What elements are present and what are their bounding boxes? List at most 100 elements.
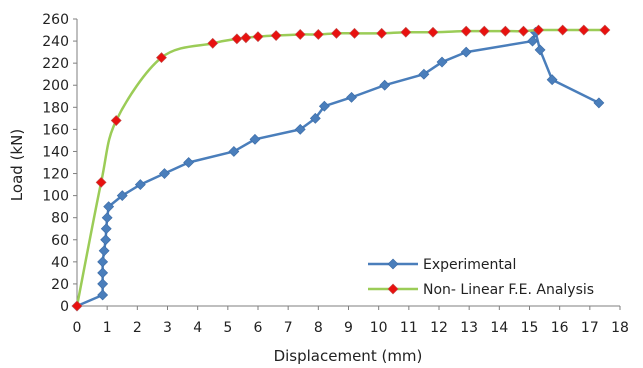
x-tick-label: 3 xyxy=(163,320,172,336)
y-tick-label: 100 xyxy=(42,189,69,205)
y-tick-label: 240 xyxy=(42,34,69,50)
y-tick-label: 160 xyxy=(42,122,69,138)
x-tick-label: 12 xyxy=(430,320,448,336)
x-tick-label: 4 xyxy=(193,320,202,336)
data-point-marker xyxy=(418,68,430,80)
data-point-marker xyxy=(134,179,146,191)
data-point-marker xyxy=(270,30,282,41)
data-point-marker xyxy=(207,37,219,49)
data-point-marker xyxy=(427,26,439,38)
data-point-marker xyxy=(294,123,306,135)
data-point-marker xyxy=(460,25,472,37)
series-fe-analysis xyxy=(71,24,611,312)
series-experimental xyxy=(71,26,605,312)
y-tick-label: 220 xyxy=(42,56,69,72)
data-point-marker xyxy=(252,31,264,43)
y-axis-title: Load (kN) xyxy=(8,129,26,201)
legend-item: Non- Linear F.E. Analysis xyxy=(368,282,594,298)
data-point-marker xyxy=(101,212,113,224)
data-point-marker xyxy=(183,157,195,168)
x-tick-label: 7 xyxy=(284,320,293,336)
x-axis-title: Displacement (mm) xyxy=(274,347,423,365)
data-point-marker xyxy=(436,56,448,68)
x-tick-label: 0 xyxy=(73,320,82,336)
data-point-marker xyxy=(294,29,306,40)
y-tick-label: 60 xyxy=(51,233,69,249)
series-group xyxy=(71,24,611,312)
data-point-marker xyxy=(557,24,569,36)
legend-label: Non- Linear F.E. Analysis xyxy=(423,282,594,298)
data-point-marker xyxy=(593,97,605,109)
data-point-marker xyxy=(578,24,590,36)
data-point-marker xyxy=(71,300,83,312)
x-tick-label: 6 xyxy=(254,320,263,336)
data-point-marker xyxy=(97,278,109,290)
x-tick-label: 15 xyxy=(521,320,539,336)
y-tick-label: 120 xyxy=(42,167,69,183)
data-point-marker xyxy=(546,74,558,86)
data-point-marker xyxy=(240,32,252,44)
data-point-marker xyxy=(98,245,110,257)
legend: Experimental Non- Linear F.E. Analysis xyxy=(368,257,594,298)
x-tick-label: 8 xyxy=(314,320,323,336)
series-line xyxy=(76,30,600,308)
legend-label: Experimental xyxy=(423,257,516,273)
data-point-marker xyxy=(249,133,261,145)
data-point-marker xyxy=(527,35,538,47)
x-tick-label: 13 xyxy=(460,320,478,336)
legend-marker xyxy=(387,258,399,270)
x-tick-label: 10 xyxy=(370,320,388,336)
data-point-marker xyxy=(379,79,391,91)
data-point-marker xyxy=(346,91,357,103)
data-point-marker xyxy=(228,146,240,157)
x-tick-label: 2 xyxy=(133,320,142,336)
y-tick-label: 80 xyxy=(51,211,69,227)
x-tick-label: 16 xyxy=(551,320,569,336)
data-point-marker xyxy=(518,25,529,37)
data-point-marker xyxy=(478,25,490,37)
y-tick-label: 40 xyxy=(51,255,69,271)
data-point-marker xyxy=(533,24,544,36)
data-point-marker xyxy=(534,44,546,56)
y-tick-label: 180 xyxy=(42,100,69,116)
x-tick-label: 9 xyxy=(344,320,353,336)
y-tick-label: 260 xyxy=(42,12,69,28)
data-point-marker xyxy=(400,26,412,38)
data-point-marker xyxy=(116,190,128,202)
y-tick-label: 0 xyxy=(60,299,69,315)
x-tick-label: 1 xyxy=(103,320,112,336)
data-point-marker xyxy=(309,112,321,124)
x-tick-label: 5 xyxy=(223,320,232,336)
legend-marker xyxy=(387,283,399,295)
data-point-marker xyxy=(318,100,330,112)
data-point-marker xyxy=(349,27,360,39)
data-point-marker xyxy=(100,223,112,235)
data-point-marker xyxy=(100,234,112,246)
data-point-marker xyxy=(331,27,342,39)
x-tick-label: 17 xyxy=(581,320,599,336)
data-point-marker xyxy=(95,176,107,188)
data-point-marker xyxy=(599,24,611,36)
data-point-marker xyxy=(97,256,109,268)
x-tick-label: 11 xyxy=(400,320,418,336)
data-point-marker xyxy=(312,29,324,40)
y-tick-label: 20 xyxy=(51,277,69,293)
data-point-marker xyxy=(460,46,472,58)
data-point-marker xyxy=(97,289,109,301)
y-tick-label: 140 xyxy=(42,144,69,160)
legend-item: Experimental xyxy=(368,257,516,273)
data-point-marker xyxy=(110,115,122,126)
data-point-marker xyxy=(159,168,170,179)
data-point-marker xyxy=(376,27,388,39)
x-tick-label: 18 xyxy=(611,320,629,336)
series-line xyxy=(75,28,605,307)
x-tick-label: 14 xyxy=(490,320,508,336)
data-point-marker xyxy=(97,267,109,279)
data-point-marker xyxy=(103,201,115,213)
data-point-marker xyxy=(231,33,243,45)
y-tick-label: 200 xyxy=(42,78,69,94)
data-point-marker xyxy=(156,52,167,64)
